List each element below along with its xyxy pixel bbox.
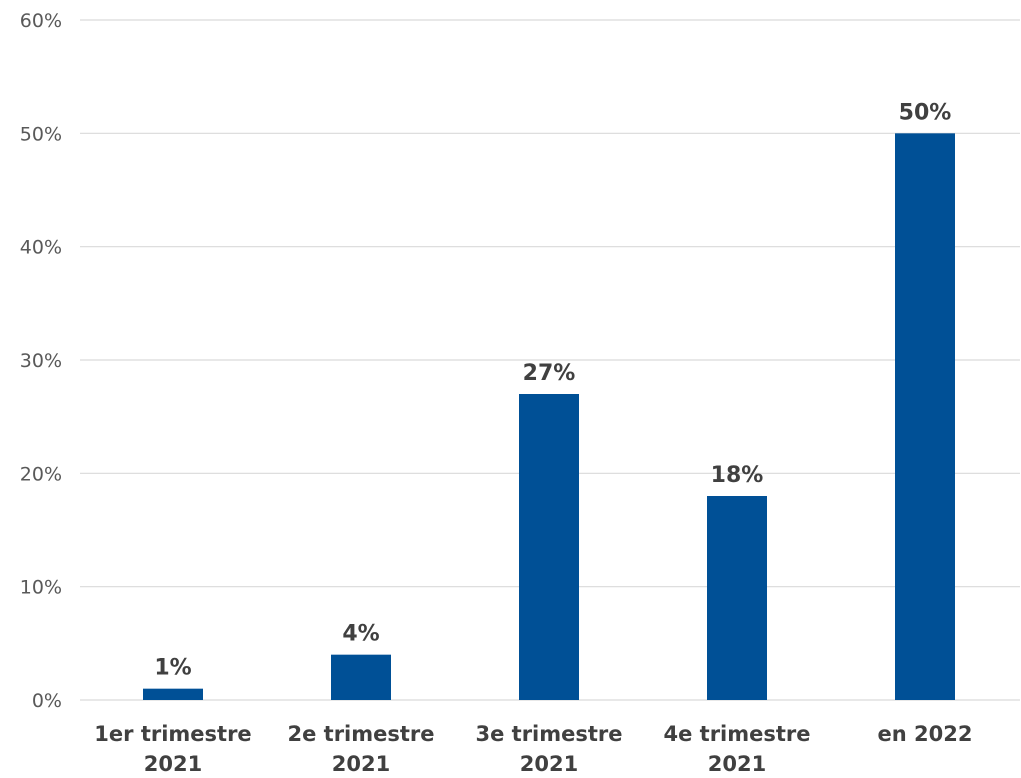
x-tick-label-line: 2021: [144, 752, 202, 776]
data-labels: 1% 4% 27% 18% 50%: [154, 100, 951, 680]
x-tick-label-line: 2021: [708, 752, 766, 776]
x-tick-label-line: 2021: [520, 752, 578, 776]
x-tick-label-line: en 2022: [878, 722, 973, 746]
x-tick-label: 3e trimestre 2021: [475, 722, 622, 776]
data-label: 27%: [523, 361, 576, 386]
x-tick-label-line: 3e trimestre: [475, 722, 622, 746]
x-tick-label: 2e trimestre 2021: [287, 722, 434, 776]
bar: [143, 688, 203, 700]
x-tick-label-line: 2021: [332, 752, 390, 776]
x-tick-label: 4e trimestre 2021: [663, 722, 810, 776]
y-tick-label: 50%: [20, 123, 62, 145]
y-tick-label: 60%: [20, 10, 62, 32]
y-tick-label: 40%: [20, 237, 62, 259]
y-tick-label: 0%: [32, 690, 62, 712]
x-tick-label-line: 1er trimestre: [94, 722, 251, 746]
x-tick-label-line: 4e trimestre: [663, 722, 810, 746]
x-tick-label-line: 2e trimestre: [287, 722, 434, 746]
data-label: 4%: [342, 622, 379, 647]
data-label: 1%: [154, 656, 191, 681]
bars: [143, 133, 955, 701]
y-tick-label: 30%: [20, 350, 62, 372]
x-tick-label: en 2022: [878, 722, 973, 746]
bar: [519, 394, 579, 700]
y-tick-label: 10%: [20, 577, 62, 599]
x-tick-label: 1er trimestre 2021: [94, 722, 251, 776]
data-label: 18%: [711, 463, 764, 488]
bar: [895, 133, 955, 701]
data-label: 50%: [899, 100, 952, 125]
y-tick-label: 20%: [20, 463, 62, 485]
bar: [707, 496, 767, 700]
y-axis-ticks: 0% 10% 20% 30% 40% 50% 60%: [20, 10, 62, 712]
bar: [331, 654, 391, 700]
